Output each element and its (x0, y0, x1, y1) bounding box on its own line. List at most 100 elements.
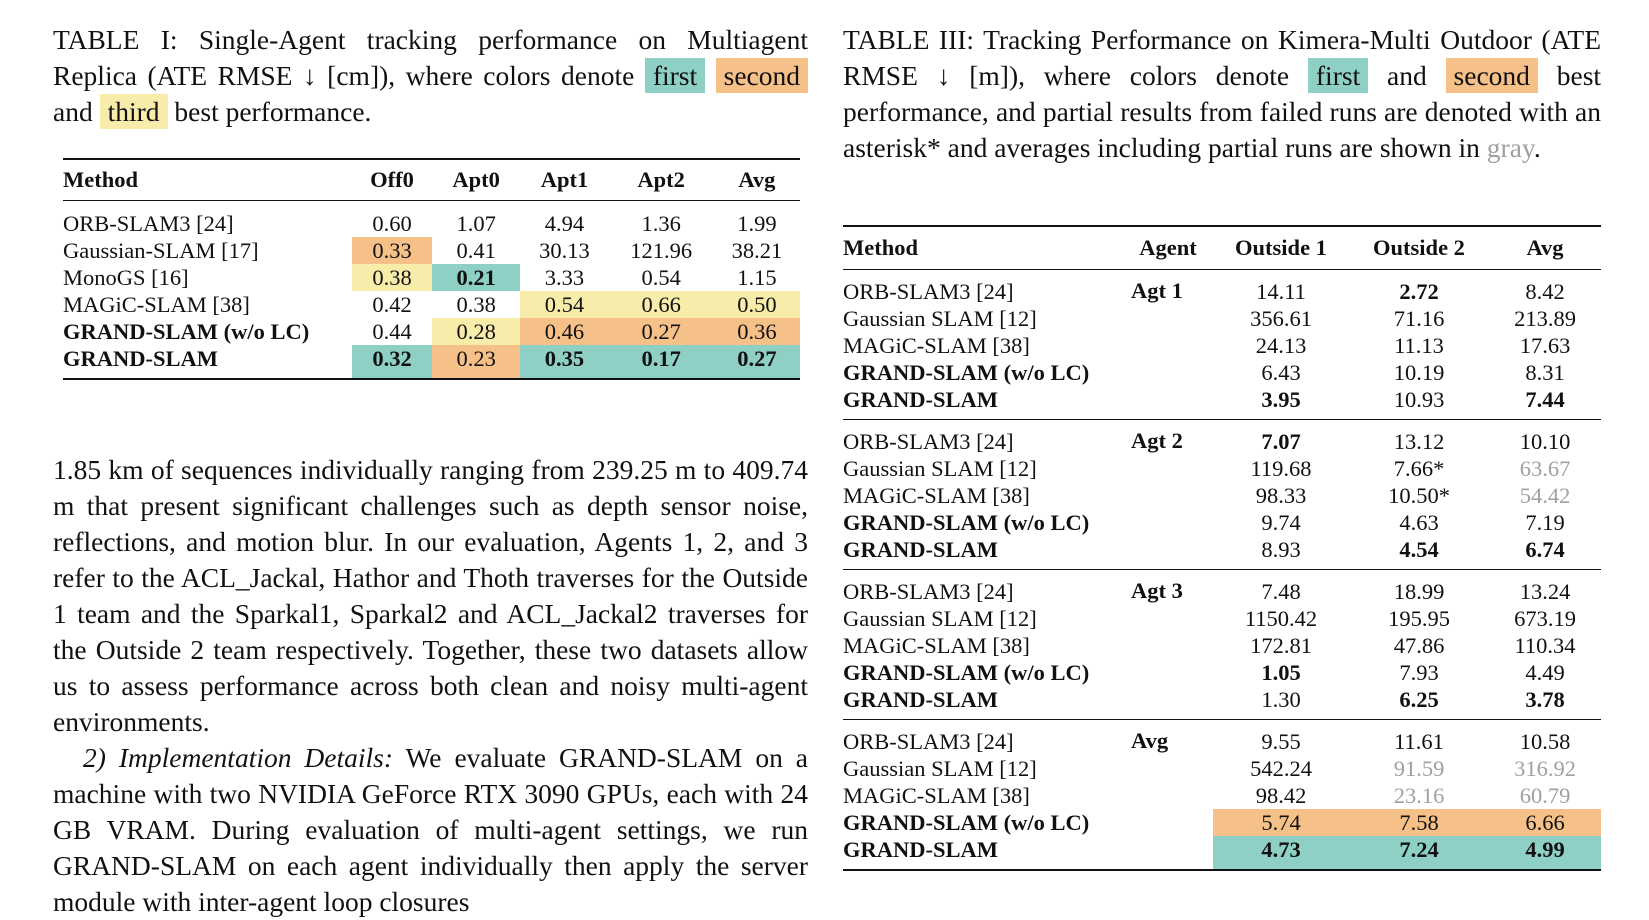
value-cell: 10.58 (1519, 728, 1571, 754)
method-cell: Gaussian SLAM [12] (843, 305, 1037, 331)
method-cell: GRAND-SLAM (w/o LC) (843, 509, 1090, 535)
table3-header-cell: Outside 1 (1235, 235, 1327, 260)
table1-header-cell: Apt0 (452, 167, 500, 192)
method-cell: GRAND-SLAM (843, 686, 998, 712)
table-row: ORB-SLAM3 [24] Agt 2 7.07 13.12 10.10 (843, 420, 1601, 456)
legend-first: first (644, 58, 706, 93)
table3-caption-text: TABLE III: Tracking Performance on Kimer… (843, 24, 1601, 91)
table-row: MAGiC-SLAM [38] 24.13 11.13 17.63 (843, 332, 1601, 359)
legend-second: second (1445, 58, 1538, 93)
table3-header-cell: Method (843, 235, 918, 260)
method-cell: ORB-SLAM3 [24] (63, 210, 234, 236)
value-cell: 8.31 (1525, 359, 1565, 385)
value-cell: 1.15 (737, 264, 777, 290)
value-cell: 356.61 (1250, 305, 1312, 331)
value-cell: 119.68 (1250, 455, 1312, 481)
value-cell: 3.95 (1261, 386, 1301, 412)
table-row: GRAND-SLAM 3.95 10.93 7.44 (843, 386, 1601, 420)
method-cell: Gaussian-SLAM [17] (63, 237, 259, 263)
value-cell: 0.27 (608, 318, 714, 345)
value-cell: 4.54 (1399, 536, 1439, 562)
value-cell: 0.21 (432, 264, 521, 291)
value-cell: 1.30 (1261, 686, 1301, 712)
method-cell: MAGiC-SLAM [38] (843, 782, 1030, 808)
value-cell: 4.49 (1525, 659, 1565, 685)
value-cell: 10.93 (1393, 386, 1445, 412)
value-cell: 0.36 (713, 318, 800, 345)
table1-header-cell: Apt1 (540, 167, 589, 192)
value-cell: 4.99 (1489, 836, 1601, 870)
value-cell: 6.25 (1399, 686, 1439, 712)
value-cell: 0.50 (713, 291, 800, 318)
value-cell: 10.19 (1393, 359, 1445, 385)
value-cell: 4.63 (1399, 509, 1439, 535)
table-row: GRAND-SLAM 4.73 7.24 4.99 (843, 836, 1601, 870)
value-cell: 1.36 (641, 210, 681, 236)
table3-header-cell: Avg (1526, 235, 1564, 260)
value-cell: 0.28 (432, 318, 521, 345)
table-row: Gaussian SLAM [12] 542.24 91.59 316.92 (843, 755, 1601, 782)
table1-header-cell: Avg (738, 167, 776, 192)
value-cell: 30.13 (539, 237, 590, 263)
value-cell: 110.34 (1514, 632, 1576, 658)
value-cell: 7.07 (1261, 428, 1301, 454)
method-cell: GRAND-SLAM (w/o LC) (843, 809, 1090, 835)
table1-caption-and: and (53, 96, 93, 127)
agent-cell: Agt 1 (1131, 278, 1183, 303)
method-cell: MAGiC-SLAM [38] (63, 291, 250, 317)
table-row: GRAND-SLAM 1.30 6.25 3.78 (843, 686, 1601, 720)
method-cell: Gaussian SLAM [12] (843, 755, 1037, 781)
value-cell: 23.16 (1393, 782, 1445, 808)
table-row: GRAND-SLAM 8.93 4.54 6.74 (843, 536, 1601, 570)
value-cell: 7.19 (1525, 509, 1565, 535)
section-heading: 2) Implementation Details: (83, 742, 394, 773)
value-cell: 0.17 (608, 345, 714, 379)
value-cell: 91.59 (1393, 755, 1445, 781)
method-cell: GRAND-SLAM (w/o LC) (843, 659, 1090, 685)
method-cell: GRAND-SLAM (63, 345, 218, 371)
value-cell: 3.78 (1525, 686, 1565, 712)
value-cell: 0.27 (713, 345, 800, 379)
table-row: GRAND-SLAM (w/o LC) 6.43 10.19 8.31 (843, 359, 1601, 386)
method-cell: ORB-SLAM3 [24] (843, 278, 1014, 304)
value-cell: 3.33 (544, 264, 585, 290)
value-cell: 316.92 (1514, 755, 1576, 781)
value-cell: 195.95 (1388, 605, 1450, 631)
method-cell: ORB-SLAM3 [24] (843, 428, 1014, 454)
value-cell: 0.44 (372, 318, 412, 344)
method-cell: MonoGS [16] (63, 264, 189, 290)
table1-header-cell: Off0 (370, 167, 414, 192)
value-cell: 2.72 (1399, 278, 1439, 304)
table-row: MAGiC-SLAM [38] 0.42 0.38 0.54 0.66 0.50 (63, 291, 800, 318)
value-cell: 542.24 (1250, 755, 1312, 781)
table3-header-cell: Outside 2 (1373, 235, 1465, 260)
table-row: GRAND-SLAM (w/o LC) 0.44 0.28 0.46 0.27 0.36 (63, 318, 800, 345)
legend-first: first (1307, 58, 1369, 93)
table1-header-cell: Apt2 (637, 167, 685, 192)
value-cell: 172.81 (1250, 632, 1312, 658)
table-row: MAGiC-SLAM [38] 98.33 10.50* 54.42 (843, 482, 1601, 509)
value-cell: 1150.42 (1244, 605, 1318, 631)
right-column: TABLE III: Tracking Performance on Kimer… (843, 22, 1601, 871)
table1-header-cell: Method (63, 167, 138, 192)
table-row: ORB-SLAM3 [24] Avg 9.55 11.61 10.58 (843, 720, 1601, 756)
value-cell: 98.33 (1255, 482, 1307, 508)
value-cell: 98.42 (1255, 782, 1307, 808)
table3-header-cell: Agent (1139, 235, 1197, 260)
value-cell: 0.60 (372, 210, 412, 236)
value-cell: 0.33 (352, 237, 432, 264)
table-row: MAGiC-SLAM [38] 98.42 23.16 60.79 (843, 782, 1601, 809)
table-row: MonoGS [16] 0.38 0.21 3.33 0.54 1.15 (63, 264, 800, 291)
table3-body: ORB-SLAM3 [24] Agt 1 14.11 2.72 8.42 Gaussian… (843, 270, 1601, 870)
value-cell: 6.43 (1261, 359, 1301, 385)
value-cell: 7.48 (1261, 578, 1301, 604)
table-row: Gaussian-SLAM [17] 0.33 0.41 30.13 121.96 38.… (63, 237, 800, 264)
left-column: TABLE I: Single-Agent tracking performan… (53, 22, 808, 917)
value-cell: 9.55 (1261, 728, 1301, 754)
method-cell: ORB-SLAM3 [24] (843, 728, 1014, 754)
value-cell: 14.11 (1256, 278, 1306, 304)
table1-caption-end: best performance. (174, 96, 372, 127)
value-cell: 4.94 (544, 210, 585, 236)
table-row: GRAND-SLAM (w/o LC) 1.05 7.93 4.49 (843, 659, 1601, 686)
table-row: MAGiC-SLAM [38] 172.81 47.86 110.34 (843, 632, 1601, 659)
